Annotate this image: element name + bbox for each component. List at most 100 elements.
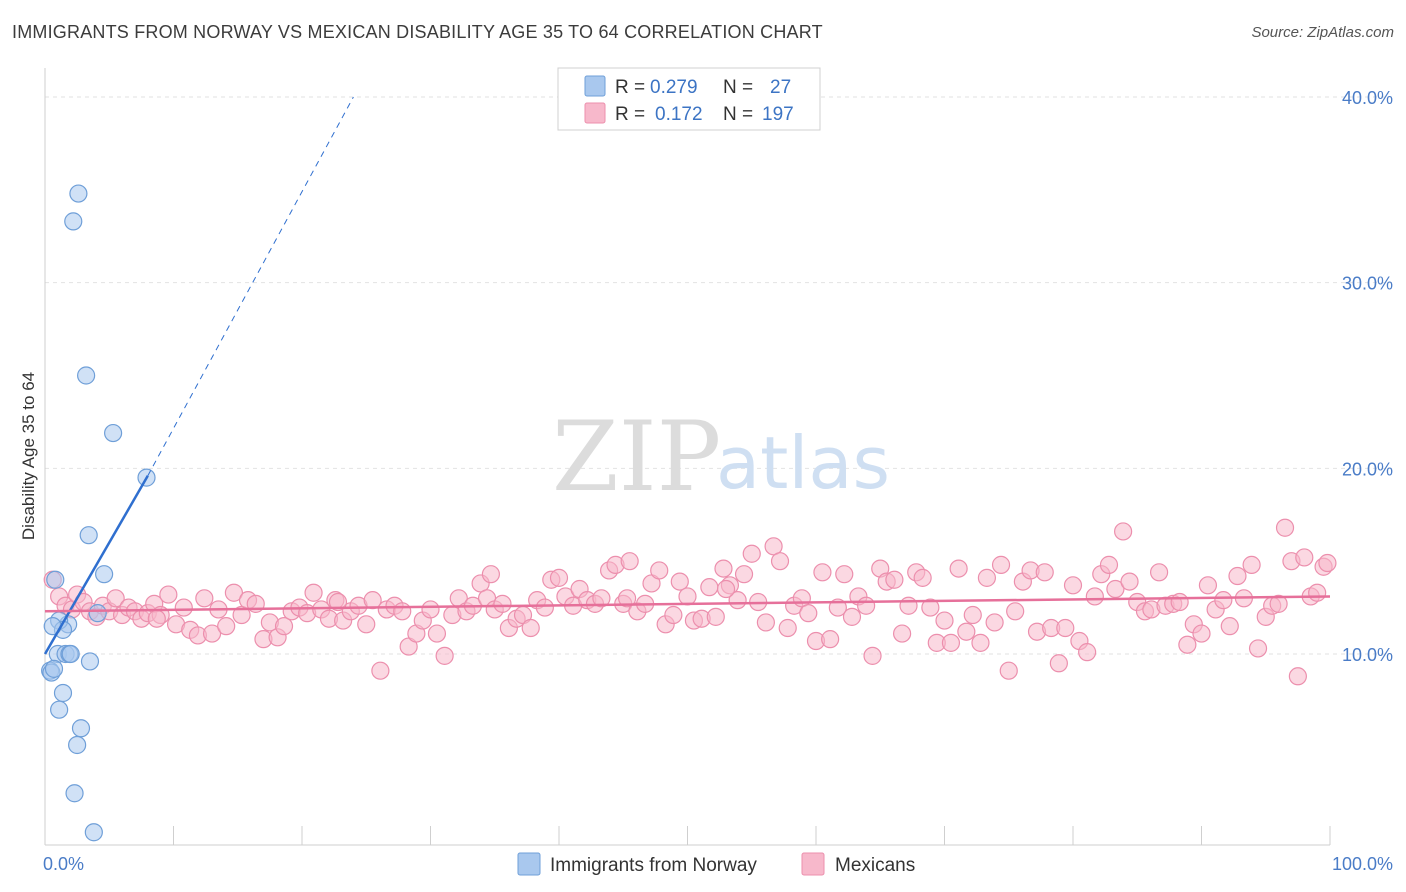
y-tick-label-1: 20.0%	[1342, 459, 1393, 479]
mexicans-point-130	[963, 605, 982, 625]
mexicans-point-93	[700, 578, 719, 597]
mexicans-point-86	[650, 561, 669, 580]
trend-lines	[43, 96, 1331, 655]
mexicans-point-128	[949, 559, 968, 578]
mexicans-point-131	[971, 633, 990, 652]
mexicans-point-109	[813, 563, 832, 582]
mexicans-point-156	[1149, 563, 1169, 582]
mexicans-point-24	[202, 624, 222, 643]
mexicans-point-167	[1228, 566, 1247, 586]
trend-line-norway	[43, 475, 149, 655]
mexicans-point-47	[371, 661, 390, 680]
series-legend-label-norway: Immigrants from Norway	[550, 855, 757, 876]
mexicans-point-119	[885, 570, 904, 589]
mexicans-point-162	[1192, 624, 1211, 643]
norway-point-6	[95, 565, 114, 584]
correlation-legend: R = 0.279 N = 27 R = 0.172 N = 197	[557, 67, 821, 131]
norway-point-24	[65, 784, 84, 803]
source-label: Source: ZipAtlas.com	[1251, 24, 1394, 41]
mexicans-point-134	[991, 555, 1011, 574]
mexicans-point-101	[756, 613, 775, 632]
mexicans-point-163	[1198, 576, 1218, 595]
mexicans-point-38	[304, 583, 323, 602]
mexicans-point-176	[1288, 667, 1307, 686]
mexicans-point-136	[1006, 602, 1025, 621]
mexicans-point-110	[821, 630, 840, 649]
mexicans-point-184	[481, 565, 500, 584]
mexicans-point-120	[892, 624, 912, 643]
norway-point-21	[50, 700, 69, 719]
mexicans-point-88	[664, 605, 683, 625]
mexicans-point-124	[921, 598, 940, 617]
legend-n-value-norway: 27	[770, 77, 791, 98]
mexicans-point-166	[1220, 617, 1239, 636]
norway-point-26	[44, 659, 64, 678]
legend-n-label-mexicans: N =	[723, 104, 753, 125]
mexicans-point-103	[770, 552, 790, 571]
series-legend: Immigrants from Norway Mexicans	[517, 852, 915, 876]
mexicans-point-129	[957, 622, 976, 641]
mexicans-point-169	[1242, 555, 1261, 574]
mexicans-point-20	[174, 598, 193, 617]
y-tick-label-3: 40.0%	[1342, 88, 1393, 108]
x-tick-label-min: 0.0%	[43, 854, 84, 874]
norway-point-0	[69, 184, 88, 203]
norway-point-20	[53, 683, 73, 703]
mexicans-point-142	[1049, 654, 1068, 673]
mexicans-point-98	[734, 565, 754, 584]
legend-swatch-mexicans	[584, 102, 606, 124]
series-legend-label-mexicans: Mexicans	[835, 855, 915, 876]
mexicans-point-89	[670, 572, 689, 591]
mexicans-point-54	[421, 600, 440, 619]
y-tick-label-2: 30.0%	[1342, 274, 1393, 294]
legend-r-label-mexicans: R =	[615, 104, 645, 125]
y-axis-label: Disability Age 35 to 64	[19, 372, 38, 540]
mexicans-point-150	[1106, 579, 1125, 599]
mexicans-point-45	[357, 615, 376, 634]
mexicans-point-149	[1099, 555, 1119, 574]
norway-point-16	[80, 652, 100, 671]
norway-point-5	[79, 526, 98, 545]
mexicans-point-143	[1056, 618, 1075, 638]
mexicans-point-95	[714, 559, 733, 578]
mexicans-point-160	[1178, 635, 1197, 654]
mexicans-point-151	[1114, 522, 1133, 541]
mexicans-point-50	[393, 602, 412, 621]
trend-line-norway-extension	[147, 96, 354, 476]
watermark-zip: ZIP	[552, 401, 721, 513]
mexicans-point-174	[1275, 518, 1295, 537]
mexicans-point-104	[778, 618, 797, 638]
mexicans-point-34	[274, 617, 294, 636]
legend-r-value-norway: 0.279	[650, 77, 698, 98]
mexicans-point-55	[427, 624, 447, 643]
norway-point-25	[84, 823, 103, 842]
legend-r-value-mexicans: 0.172	[655, 104, 703, 125]
mexicans-point-181	[1318, 553, 1337, 573]
mexicans-point-18	[159, 585, 178, 604]
norway-point-2	[77, 366, 96, 385]
mexicans-point-115	[857, 596, 876, 615]
y-tick-label-0: 10.0%	[1342, 645, 1393, 665]
mexicans-point-177	[1295, 548, 1314, 567]
mexicans-point-94	[706, 607, 725, 626]
mexicans-point-165	[1214, 591, 1233, 610]
legend-swatch-norway	[584, 75, 606, 97]
mexicans-point-186	[147, 609, 166, 628]
x-axis: 0.0% 100.0%	[43, 826, 1393, 874]
norway-point-1	[64, 212, 83, 231]
watermark: ZIP atlas	[552, 401, 890, 513]
mexicans-point-123	[913, 568, 932, 587]
mexicans-point-133	[985, 613, 1004, 632]
norway-point-12	[88, 604, 107, 623]
mexicans-point-121	[899, 596, 918, 615]
norway-point-7	[46, 570, 65, 589]
mexicans-point-144	[1063, 576, 1083, 595]
mexicans-point-56	[435, 646, 454, 665]
mexicans-point-113	[842, 607, 862, 626]
mexicans-point-107	[799, 604, 818, 623]
mexicans-point-179	[1308, 583, 1327, 602]
norway-point-3	[104, 423, 123, 443]
legend-r-label-norway: R =	[615, 77, 645, 98]
series-legend-swatch-norway	[517, 852, 541, 876]
